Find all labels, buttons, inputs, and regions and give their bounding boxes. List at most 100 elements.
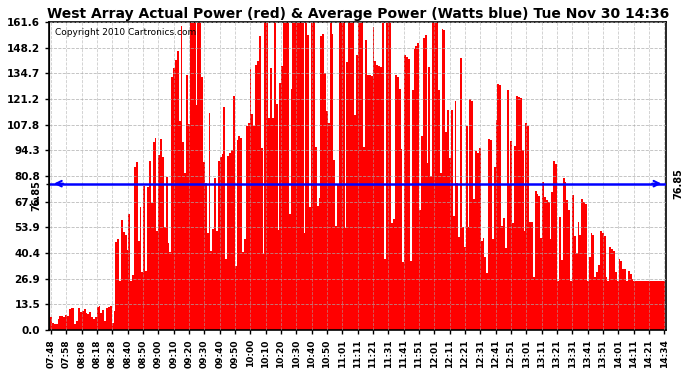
Bar bbox=[475, 151, 477, 330]
Bar bbox=[431, 176, 432, 330]
Bar bbox=[177, 51, 179, 330]
Bar bbox=[279, 83, 282, 330]
Bar bbox=[544, 197, 546, 330]
Bar bbox=[126, 250, 128, 330]
Bar bbox=[88, 314, 89, 330]
Bar bbox=[132, 274, 134, 330]
Bar bbox=[662, 280, 663, 330]
Bar bbox=[250, 69, 251, 330]
Bar bbox=[99, 306, 101, 330]
Bar bbox=[591, 233, 593, 330]
Bar bbox=[52, 322, 54, 330]
Bar bbox=[388, 22, 389, 330]
Bar bbox=[219, 158, 221, 330]
Bar bbox=[469, 99, 471, 330]
Bar bbox=[77, 321, 78, 330]
Bar bbox=[555, 165, 557, 330]
Bar bbox=[464, 247, 466, 330]
Bar bbox=[175, 60, 177, 330]
Bar bbox=[613, 251, 615, 330]
Bar bbox=[233, 96, 235, 330]
Bar bbox=[332, 34, 333, 330]
Bar bbox=[386, 22, 388, 330]
Bar bbox=[197, 22, 199, 330]
Bar bbox=[309, 207, 311, 330]
Bar bbox=[341, 22, 343, 330]
Bar bbox=[611, 249, 613, 330]
Bar bbox=[408, 59, 410, 330]
Bar bbox=[313, 22, 315, 330]
Bar bbox=[426, 163, 428, 330]
Bar bbox=[607, 280, 609, 330]
Bar bbox=[509, 185, 511, 330]
Bar bbox=[660, 280, 662, 330]
Bar bbox=[527, 126, 529, 330]
Bar bbox=[624, 268, 626, 330]
Bar bbox=[482, 238, 484, 330]
Bar bbox=[564, 182, 566, 330]
Bar bbox=[656, 280, 658, 330]
Bar bbox=[550, 239, 551, 330]
Bar bbox=[128, 214, 130, 330]
Bar bbox=[231, 150, 233, 330]
Bar bbox=[503, 218, 505, 330]
Bar bbox=[322, 34, 324, 330]
Bar bbox=[371, 76, 373, 330]
Bar bbox=[367, 75, 369, 330]
Bar bbox=[574, 236, 575, 330]
Bar bbox=[145, 271, 147, 330]
Bar bbox=[56, 324, 57, 330]
Bar bbox=[210, 251, 213, 330]
Bar bbox=[157, 231, 158, 330]
Bar bbox=[328, 123, 330, 330]
Bar bbox=[468, 228, 469, 330]
Bar bbox=[224, 107, 226, 330]
Bar bbox=[606, 278, 607, 330]
Text: 76.85: 76.85 bbox=[673, 168, 683, 199]
Bar bbox=[585, 204, 587, 330]
Bar bbox=[333, 160, 335, 330]
Bar bbox=[270, 68, 272, 330]
Bar bbox=[495, 120, 497, 330]
Bar bbox=[343, 22, 344, 330]
Bar bbox=[317, 206, 319, 330]
Bar bbox=[447, 110, 449, 330]
Bar bbox=[518, 97, 520, 330]
Bar bbox=[296, 22, 298, 330]
Bar bbox=[357, 22, 359, 330]
Bar bbox=[419, 210, 421, 330]
Bar bbox=[630, 274, 631, 330]
Bar bbox=[93, 319, 95, 330]
Bar bbox=[604, 236, 606, 330]
Bar bbox=[363, 147, 365, 330]
Bar bbox=[598, 266, 600, 330]
Bar bbox=[324, 73, 326, 330]
Bar bbox=[619, 259, 620, 330]
Bar bbox=[531, 222, 533, 330]
Bar bbox=[78, 308, 80, 330]
Bar bbox=[214, 177, 216, 330]
Bar bbox=[546, 200, 548, 330]
Bar bbox=[158, 155, 160, 330]
Bar bbox=[490, 140, 492, 330]
Bar bbox=[125, 235, 126, 330]
Bar bbox=[213, 229, 214, 330]
Bar bbox=[600, 231, 602, 330]
Bar bbox=[445, 132, 447, 330]
Bar bbox=[406, 57, 408, 330]
Bar bbox=[339, 22, 341, 330]
Bar bbox=[511, 141, 513, 330]
Bar bbox=[457, 183, 458, 330]
Bar bbox=[652, 280, 654, 330]
Bar bbox=[166, 177, 168, 330]
Bar bbox=[285, 22, 287, 330]
Bar bbox=[136, 162, 138, 330]
Bar bbox=[397, 78, 399, 330]
Bar bbox=[227, 156, 229, 330]
Bar bbox=[307, 35, 309, 330]
Bar bbox=[516, 96, 518, 330]
Bar bbox=[647, 280, 649, 330]
Bar bbox=[162, 157, 164, 330]
Bar bbox=[354, 114, 356, 330]
Text: Copyright 2010 Cartronics.com: Copyright 2010 Cartronics.com bbox=[55, 28, 197, 37]
